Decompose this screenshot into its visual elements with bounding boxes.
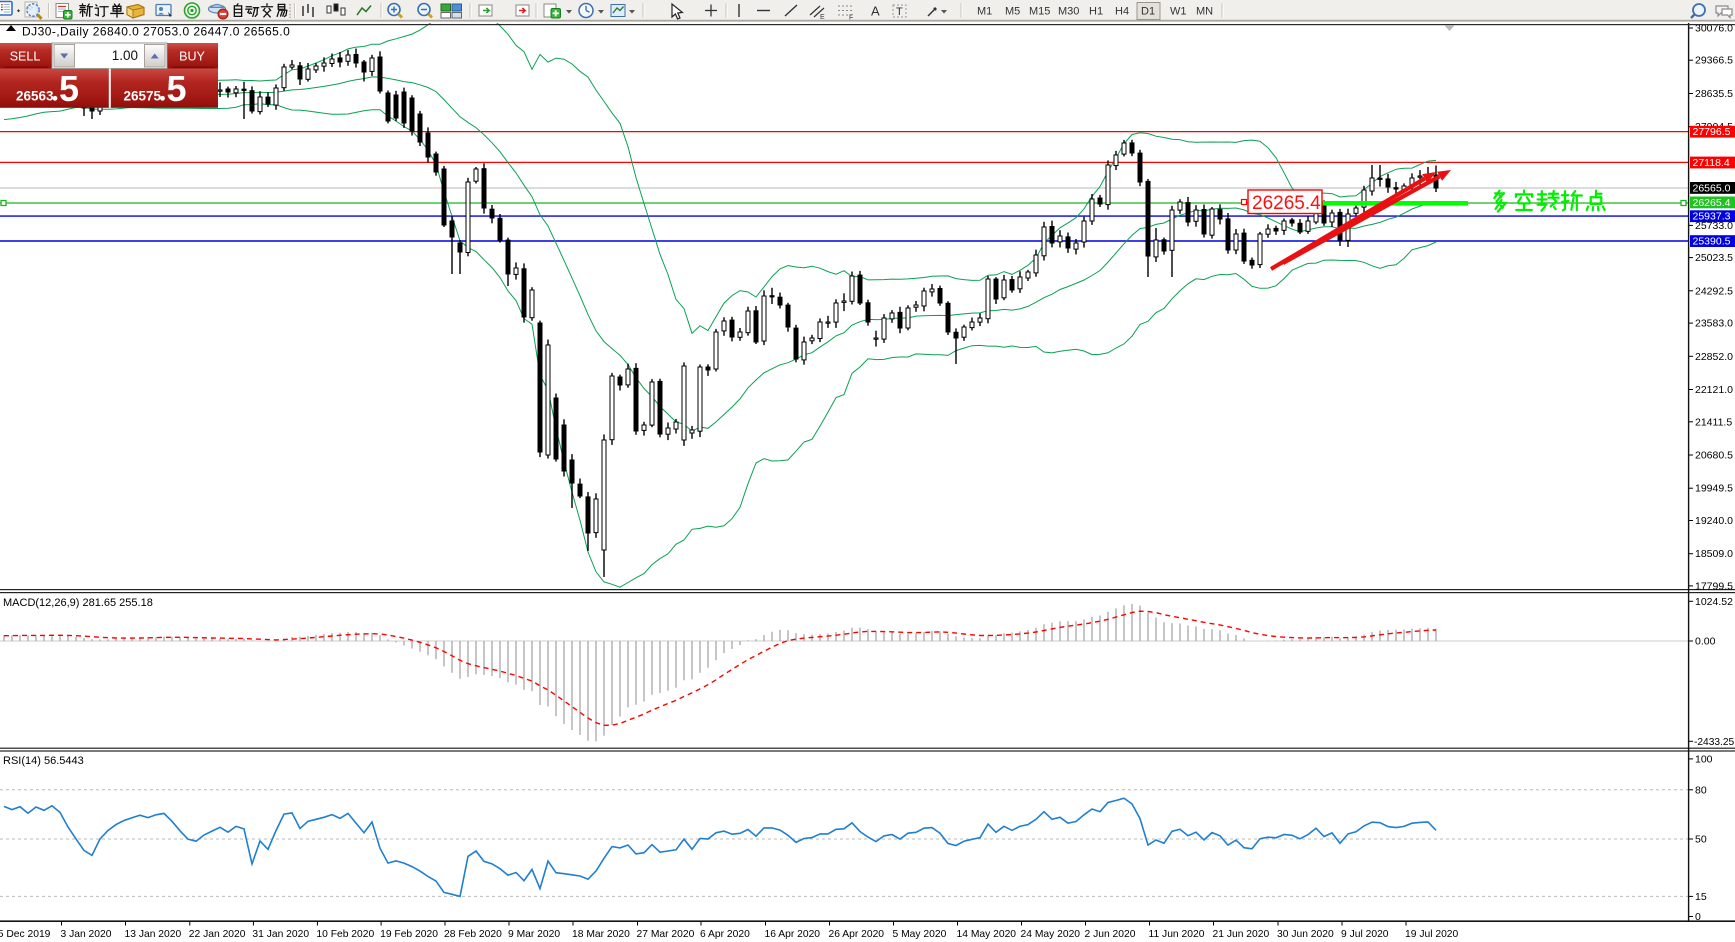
svg-text:2 Jun 2020: 2 Jun 2020	[1085, 929, 1136, 940]
svg-text:RSI(14) 56.5443: RSI(14) 56.5443	[3, 755, 84, 767]
svg-text:M1: M1	[977, 6, 992, 18]
svg-text:M5: M5	[1005, 6, 1020, 18]
svg-text:21 Jun 2020: 21 Jun 2020	[1213, 929, 1270, 940]
svg-text:A: A	[871, 4, 880, 19]
svg-text:5: 5	[59, 68, 79, 109]
svg-text:26265.4: 26265.4	[1252, 193, 1321, 214]
svg-text:25023.5: 25023.5	[1695, 252, 1733, 264]
svg-text:25937.3: 25937.3	[1693, 211, 1731, 223]
svg-text:18509.0: 18509.0	[1695, 548, 1733, 560]
svg-text:M15: M15	[1029, 6, 1050, 18]
svg-text:27796.5: 27796.5	[1693, 126, 1731, 138]
svg-text:80: 80	[1695, 784, 1707, 796]
svg-text:16 Apr 2020: 16 Apr 2020	[765, 929, 821, 940]
svg-text:-2433.25: -2433.25	[1694, 737, 1735, 748]
svg-text:23583.0: 23583.0	[1695, 318, 1733, 330]
svg-text:13 Jan 2020: 13 Jan 2020	[125, 929, 182, 940]
svg-text:26575: 26575	[124, 89, 162, 104]
svg-text:5: 5	[167, 68, 187, 109]
svg-text:H1: H1	[1089, 6, 1103, 18]
svg-text:26565.0: 26565.0	[1693, 182, 1731, 194]
svg-text:E: E	[820, 14, 825, 21]
svg-text:19949.5: 19949.5	[1695, 483, 1733, 495]
svg-text:15: 15	[1695, 891, 1707, 903]
svg-text:24292.5: 24292.5	[1695, 285, 1733, 297]
svg-text:22852.0: 22852.0	[1695, 351, 1733, 363]
svg-text:9 Mar 2020: 9 Mar 2020	[508, 929, 560, 940]
svg-text:18 Mar 2020: 18 Mar 2020	[572, 929, 630, 940]
svg-text:0.00: 0.00	[1695, 636, 1716, 648]
svg-text:19 Feb 2020: 19 Feb 2020	[380, 929, 438, 940]
svg-text:14 May 2020: 14 May 2020	[957, 929, 1017, 940]
svg-text:27 Mar 2020: 27 Mar 2020	[637, 929, 695, 940]
svg-text:31 Jan 2020: 31 Jan 2020	[252, 929, 309, 940]
svg-text:26 Apr 2020: 26 Apr 2020	[829, 929, 885, 940]
svg-text:30076.0: 30076.0	[1695, 23, 1733, 35]
svg-text:MACD(12,26,9) 281.65 255.18: MACD(12,26,9) 281.65 255.18	[3, 597, 153, 609]
svg-text:28 Feb 2020: 28 Feb 2020	[444, 929, 502, 940]
svg-text:SELL: SELL	[10, 50, 41, 64]
svg-text:M30: M30	[1058, 6, 1079, 18]
svg-text:10 Feb 2020: 10 Feb 2020	[316, 929, 374, 940]
svg-text:100: 100	[1695, 753, 1713, 765]
svg-text:26265.4: 26265.4	[1693, 197, 1731, 209]
svg-text:D1: D1	[1141, 6, 1155, 18]
svg-text:19240.0: 19240.0	[1695, 515, 1733, 527]
svg-text:11 Jun 2020: 11 Jun 2020	[1149, 929, 1205, 940]
svg-text:9 Jul 2020: 9 Jul 2020	[1341, 929, 1389, 940]
svg-text:25733.0: 25733.0	[1695, 220, 1733, 232]
svg-text:25390.5: 25390.5	[1693, 236, 1731, 248]
svg-text:W1: W1	[1170, 6, 1187, 18]
svg-text:25 Dec 2019: 25 Dec 2019	[0, 929, 51, 940]
svg-text:24 May 2020: 24 May 2020	[1021, 929, 1081, 940]
svg-text:1.00: 1.00	[112, 48, 138, 63]
svg-text:21411.5: 21411.5	[1695, 416, 1732, 428]
svg-text:MN: MN	[1196, 6, 1213, 18]
svg-text:30 Jun 2020: 30 Jun 2020	[1277, 929, 1334, 940]
svg-text:H4: H4	[1115, 6, 1129, 18]
svg-text:20680.5: 20680.5	[1695, 450, 1733, 462]
svg-text:BUY: BUY	[179, 50, 205, 64]
svg-text:6 Apr 2020: 6 Apr 2020	[700, 929, 750, 940]
svg-text:22 Jan 2020: 22 Jan 2020	[189, 929, 246, 940]
svg-text:5 May 2020: 5 May 2020	[893, 929, 947, 940]
svg-text:T: T	[896, 6, 903, 18]
svg-text:29366.5: 29366.5	[1695, 55, 1733, 67]
svg-text:1024.52: 1024.52	[1695, 596, 1733, 608]
svg-text:0: 0	[1695, 911, 1701, 923]
svg-text:22121.0: 22121.0	[1695, 384, 1733, 396]
svg-text:27118.4: 27118.4	[1693, 157, 1730, 169]
svg-text:50: 50	[1695, 834, 1707, 846]
svg-text:DJ30-,Daily 26840.0 27053.0 2: DJ30-,Daily 26840.0 27053.0 26447.0 2656…	[22, 25, 290, 39]
svg-text:26563: 26563	[16, 89, 54, 104]
svg-text:3 Jan 2020: 3 Jan 2020	[61, 929, 112, 940]
svg-text:19 Jul 2020: 19 Jul 2020	[1405, 929, 1459, 940]
svg-text:28635.5: 28635.5	[1695, 88, 1733, 100]
svg-text:F: F	[849, 15, 853, 22]
svg-text:17799.5: 17799.5	[1695, 580, 1733, 592]
